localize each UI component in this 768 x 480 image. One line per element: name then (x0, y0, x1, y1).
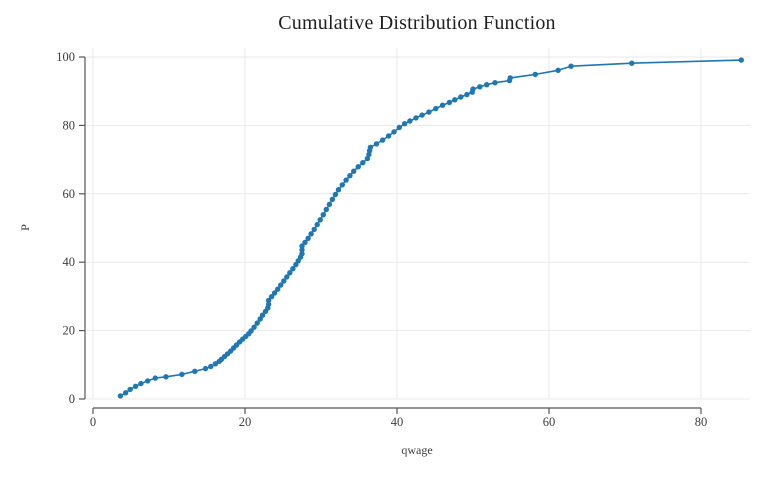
x-tick-label: 40 (391, 415, 404, 429)
data-point (555, 67, 561, 74)
data-point (138, 380, 144, 387)
data-point (360, 160, 366, 166)
data-point (287, 270, 293, 276)
data-point (355, 164, 361, 170)
data-point (311, 226, 317, 233)
data-point (320, 212, 326, 218)
data-point (284, 274, 290, 280)
data-point (335, 187, 342, 193)
data-point (407, 118, 413, 124)
data-point (323, 206, 329, 213)
y-tick-label: 0 (69, 392, 75, 406)
data-point (259, 312, 266, 318)
data-point (396, 124, 402, 131)
data-point (308, 231, 314, 237)
data-point (163, 374, 169, 380)
data-point (299, 251, 305, 257)
data-point (268, 294, 275, 300)
y-tick-label: 80 (63, 118, 76, 132)
data-point (326, 201, 333, 208)
x-axis-label: qwage (401, 443, 433, 457)
data-point (271, 290, 278, 296)
data-point (127, 386, 133, 393)
data-point (339, 182, 345, 188)
data-point (477, 84, 483, 90)
data-point (401, 121, 408, 127)
data-point (343, 177, 349, 183)
data-point (433, 105, 439, 112)
data-point (317, 217, 323, 223)
data-point (439, 102, 446, 108)
data-point (391, 129, 397, 135)
chart-title: Cumulative Distribution Function (278, 12, 556, 34)
data-point (413, 115, 419, 121)
y-tick-label: 20 (63, 324, 76, 338)
data-point (738, 57, 744, 63)
x-tick-label: 60 (543, 415, 556, 429)
data-point (351, 168, 357, 174)
data-point (123, 390, 129, 396)
data-point (192, 368, 198, 374)
x-tick-label: 80 (695, 415, 708, 429)
data-point (426, 109, 432, 115)
data-point (373, 141, 380, 147)
data-point (132, 383, 139, 389)
data-point (492, 80, 498, 86)
data-point (145, 378, 151, 384)
y-tick-label: 60 (63, 187, 76, 201)
data-point (507, 75, 513, 81)
data-point (254, 320, 260, 326)
data-point (532, 71, 538, 78)
data-point (117, 393, 124, 399)
data-point (302, 239, 308, 246)
data-point (379, 137, 386, 143)
data-point (458, 94, 464, 100)
data-point (278, 282, 284, 288)
data-point (299, 247, 305, 253)
x-tick-label: 20 (239, 415, 252, 429)
y-tick-label: 100 (56, 50, 75, 64)
data-point (290, 266, 296, 272)
data-point (179, 371, 185, 378)
data-point (446, 99, 453, 106)
data-point (385, 133, 392, 139)
data-point (299, 243, 305, 249)
data-point (568, 63, 574, 69)
data-point (314, 221, 320, 228)
data-point (281, 278, 287, 284)
data-point (275, 286, 281, 292)
data-point (332, 191, 339, 198)
data-point (629, 60, 635, 66)
data-point (484, 82, 490, 88)
data-point (152, 375, 158, 381)
data-point (419, 112, 425, 118)
data-point (347, 173, 353, 179)
data-point (367, 144, 374, 150)
data-point (251, 324, 257, 330)
data-point (265, 297, 272, 304)
y-tick-label: 40 (63, 255, 76, 269)
x-tick-label: 0 (90, 415, 96, 429)
data-point (470, 86, 476, 92)
data-point (248, 328, 254, 334)
data-point (265, 301, 272, 307)
data-point (452, 97, 458, 103)
data-point (202, 365, 209, 372)
data-point (329, 196, 336, 202)
data-point (464, 91, 470, 98)
data-point (364, 155, 371, 162)
data-point (305, 235, 311, 241)
data-point (208, 363, 214, 370)
